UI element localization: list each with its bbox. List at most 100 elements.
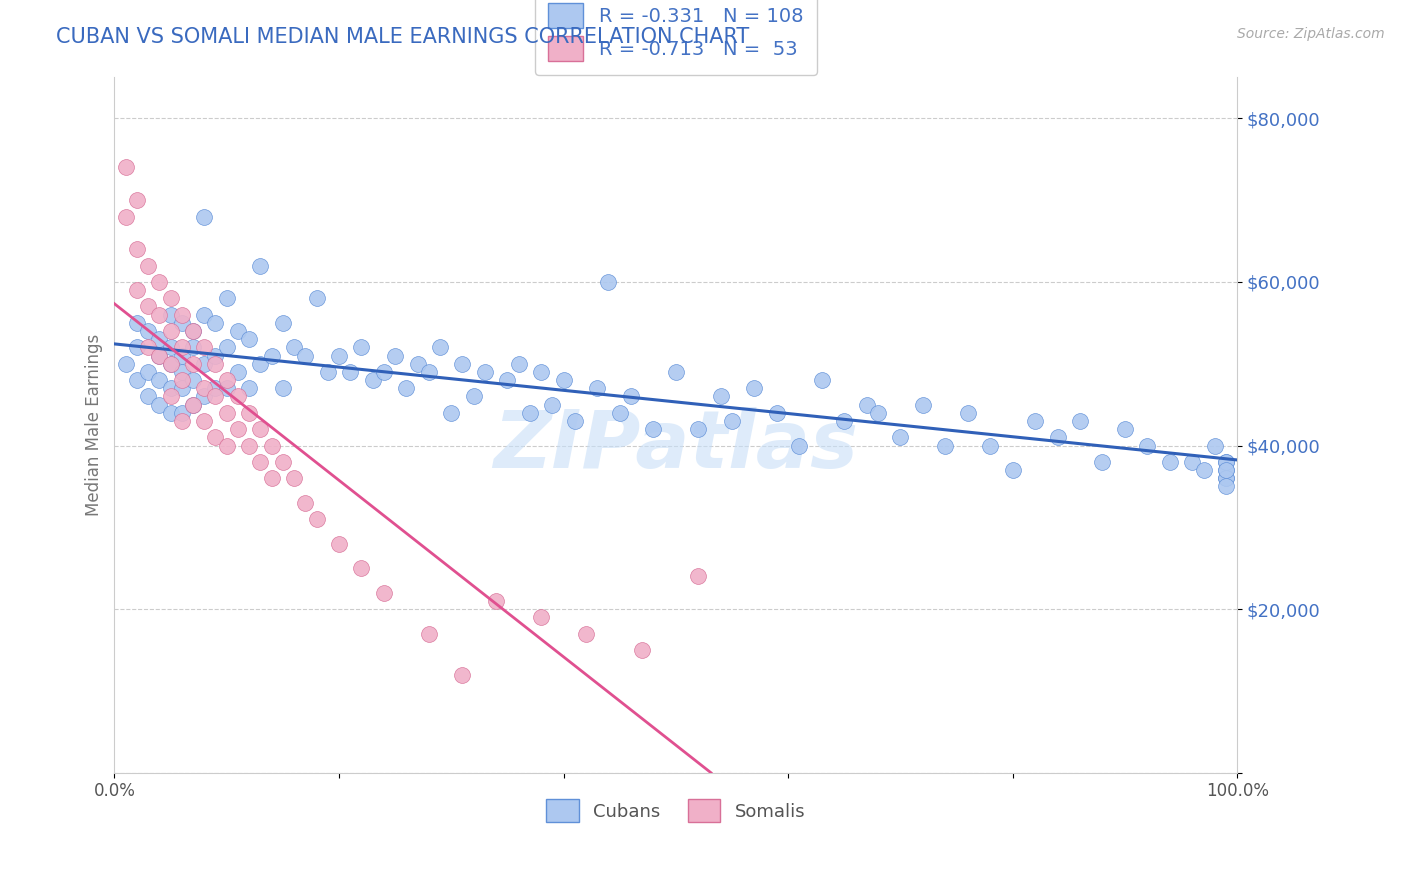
Y-axis label: Median Male Earnings: Median Male Earnings — [86, 334, 103, 516]
Point — [181, 398, 204, 412]
Point — [181, 398, 204, 412]
Point — [294, 496, 316, 510]
Point — [1215, 463, 1237, 477]
Point — [249, 455, 271, 469]
Point — [1192, 463, 1215, 477]
Point — [215, 340, 238, 354]
Point — [1159, 455, 1181, 469]
Point — [204, 357, 226, 371]
Point — [238, 438, 260, 452]
Point — [911, 398, 934, 412]
Point — [339, 365, 361, 379]
Point — [159, 357, 181, 371]
Point — [238, 381, 260, 395]
Point — [148, 373, 170, 387]
Point — [170, 316, 193, 330]
Point — [215, 381, 238, 395]
Point — [271, 455, 294, 469]
Point — [328, 349, 350, 363]
Point — [609, 406, 631, 420]
Point — [249, 422, 271, 436]
Point — [440, 406, 463, 420]
Point — [159, 308, 181, 322]
Point — [125, 340, 148, 354]
Point — [238, 332, 260, 346]
Legend: Cubans, Somalis: Cubans, Somalis — [536, 789, 815, 833]
Point — [238, 406, 260, 420]
Point — [665, 365, 688, 379]
Point — [564, 414, 586, 428]
Point — [148, 308, 170, 322]
Point — [125, 316, 148, 330]
Point — [418, 365, 440, 379]
Point — [1024, 414, 1046, 428]
Point — [586, 381, 609, 395]
Point — [598, 275, 620, 289]
Point — [193, 389, 215, 403]
Point — [328, 537, 350, 551]
Point — [159, 324, 181, 338]
Point — [451, 667, 474, 681]
Point — [1215, 471, 1237, 485]
Point — [530, 610, 553, 624]
Point — [855, 398, 877, 412]
Point — [631, 643, 654, 657]
Point — [979, 438, 1001, 452]
Point — [159, 357, 181, 371]
Point — [136, 259, 159, 273]
Point — [136, 389, 159, 403]
Point — [451, 357, 474, 371]
Point — [170, 308, 193, 322]
Point — [316, 365, 339, 379]
Point — [283, 340, 305, 354]
Point — [541, 398, 564, 412]
Point — [260, 438, 283, 452]
Point — [249, 357, 271, 371]
Point — [181, 324, 204, 338]
Text: Source: ZipAtlas.com: Source: ZipAtlas.com — [1237, 27, 1385, 41]
Point — [204, 381, 226, 395]
Point — [159, 389, 181, 403]
Point — [260, 471, 283, 485]
Point — [136, 340, 159, 354]
Point — [114, 161, 136, 175]
Point — [159, 340, 181, 354]
Point — [193, 340, 215, 354]
Point — [1091, 455, 1114, 469]
Point — [170, 406, 193, 420]
Point — [956, 406, 979, 420]
Point — [1181, 455, 1204, 469]
Point — [125, 242, 148, 256]
Point — [1069, 414, 1091, 428]
Point — [620, 389, 643, 403]
Point — [226, 324, 249, 338]
Point — [496, 373, 519, 387]
Point — [406, 357, 429, 371]
Point — [170, 373, 193, 387]
Point — [710, 389, 733, 403]
Point — [1204, 438, 1226, 452]
Point — [148, 332, 170, 346]
Point — [643, 422, 665, 436]
Point — [463, 389, 485, 403]
Point — [1114, 422, 1136, 436]
Point — [215, 406, 238, 420]
Point — [215, 291, 238, 305]
Point — [508, 357, 530, 371]
Point — [148, 349, 170, 363]
Point — [193, 210, 215, 224]
Point — [181, 373, 204, 387]
Point — [148, 275, 170, 289]
Text: CUBAN VS SOMALI MEDIAN MALE EARNINGS CORRELATION CHART: CUBAN VS SOMALI MEDIAN MALE EARNINGS COR… — [56, 27, 749, 46]
Point — [350, 340, 373, 354]
Point — [193, 381, 215, 395]
Point — [429, 340, 451, 354]
Point — [283, 471, 305, 485]
Point — [294, 349, 316, 363]
Point — [1136, 438, 1159, 452]
Point — [1001, 463, 1024, 477]
Point — [215, 373, 238, 387]
Point — [148, 349, 170, 363]
Point — [688, 422, 710, 436]
Point — [204, 349, 226, 363]
